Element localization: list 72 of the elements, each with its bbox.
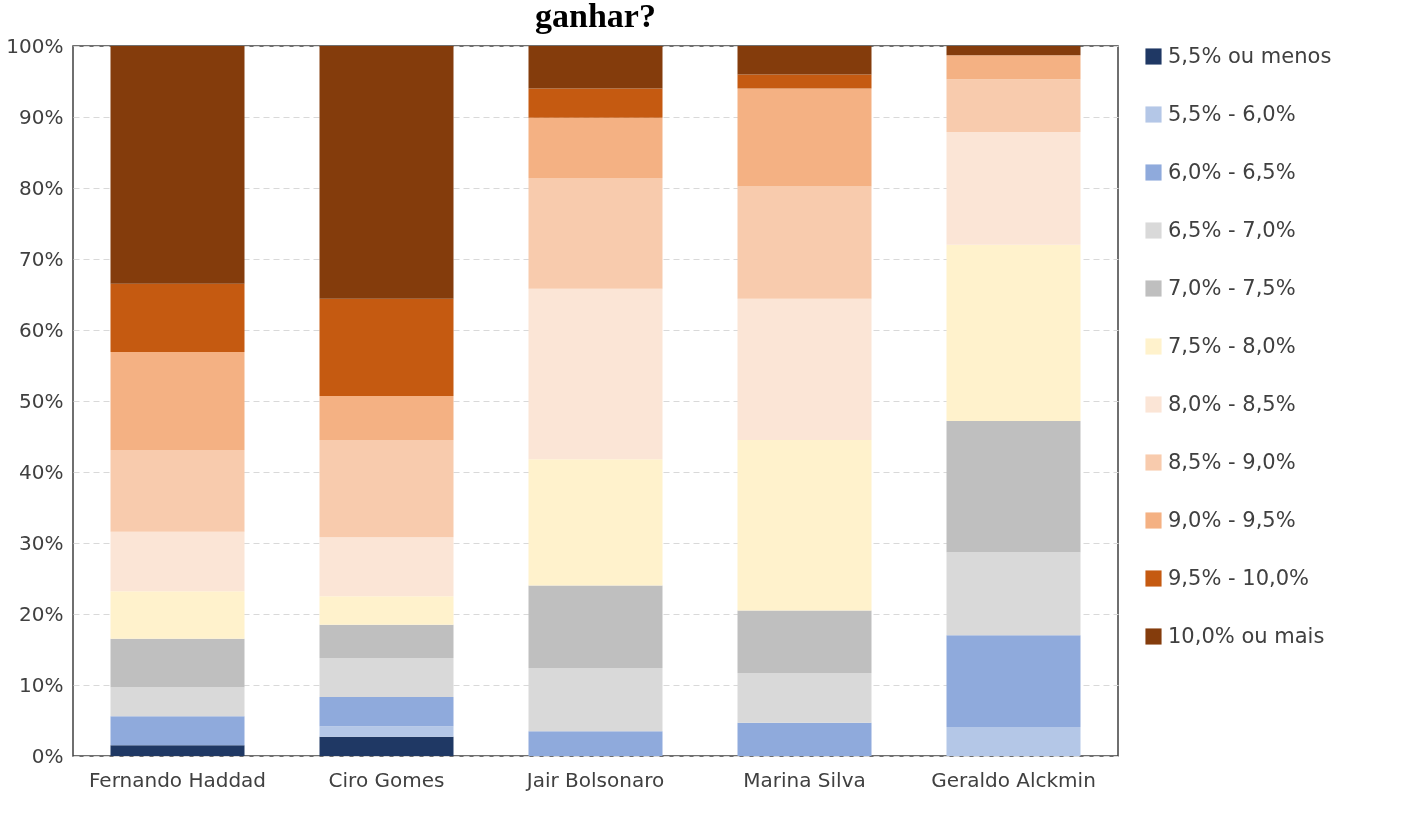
bar [110, 352, 245, 450]
x-tick-label: Jair Bolsonaro [524, 767, 665, 792]
legend-label: 10,0% ou mais [1168, 623, 1325, 648]
y-tick-label: 80% [19, 175, 64, 200]
bar [528, 46, 663, 89]
bar [110, 716, 245, 746]
bar [737, 46, 872, 75]
bar [528, 178, 663, 289]
bar [319, 624, 454, 659]
bar [946, 420, 1081, 553]
legend-label: 7,5% - 8,0% [1168, 333, 1296, 358]
y-tick-label: 100% [6, 33, 64, 58]
bar [737, 610, 872, 673]
bar [737, 440, 872, 611]
bar [110, 283, 245, 353]
bar [737, 722, 872, 756]
bar [319, 697, 454, 727]
bar [319, 396, 454, 441]
bar [946, 635, 1081, 727]
bar [319, 736, 454, 756]
legend-label: 8,0% - 8,5% [1168, 391, 1296, 416]
legend-label: 7,0% - 7,5% [1168, 275, 1296, 300]
bar [319, 440, 454, 538]
legend-label: 5,5% - 6,0% [1168, 101, 1296, 126]
bar [946, 726, 1081, 756]
bar [110, 46, 245, 284]
y-tick-label: 10% [19, 672, 64, 697]
bar [737, 74, 872, 89]
y-tick-label: 60% [19, 317, 64, 342]
bar [528, 459, 663, 586]
x-tick-label: Fernando Haddad [88, 767, 267, 792]
x-tick-label: Marina Silva [743, 767, 866, 792]
legend-label: 6,0% - 6,5% [1168, 159, 1296, 184]
bar [528, 585, 663, 668]
legend-label: 9,0% - 9,5% [1168, 507, 1296, 532]
y-tick-label: 40% [19, 459, 64, 484]
bar [319, 596, 454, 625]
bar [946, 55, 1081, 80]
legend-label: 6,5% - 7,0% [1168, 217, 1296, 242]
chart-title: ganhar? [535, 0, 656, 34]
bar [319, 726, 454, 737]
bar [946, 46, 1081, 56]
bar [110, 591, 245, 639]
bar [737, 186, 872, 299]
legend-label: 8,5% - 9,0% [1168, 449, 1296, 474]
y-tick-label: 50% [19, 388, 64, 413]
x-tick-label: Geraldo Alckmin [931, 767, 1096, 792]
y-tick-label: 0% [31, 743, 64, 768]
bar [110, 638, 245, 688]
y-tick-label: 70% [19, 246, 64, 271]
bar [946, 79, 1081, 132]
y-tick-label: 30% [19, 530, 64, 555]
bar [528, 288, 663, 460]
bar [110, 745, 245, 756]
bar [319, 537, 454, 597]
bar [528, 117, 663, 179]
bar [110, 449, 245, 532]
bar [319, 46, 454, 299]
y-tick-label: 90% [19, 104, 64, 129]
bar [110, 531, 245, 592]
bar [110, 687, 245, 717]
x-tick-label: Ciro Gomes [328, 767, 445, 792]
bar [528, 731, 663, 756]
bar [737, 88, 872, 187]
bar [946, 244, 1081, 421]
bar [319, 298, 454, 397]
bar [528, 88, 663, 118]
legend-label: 9,5% - 10,0% [1168, 565, 1309, 590]
bar [946, 131, 1081, 245]
y-tick-label: 20% [19, 601, 64, 626]
legend-label: 5,5% ou menos [1168, 43, 1332, 68]
bar [737, 298, 872, 441]
